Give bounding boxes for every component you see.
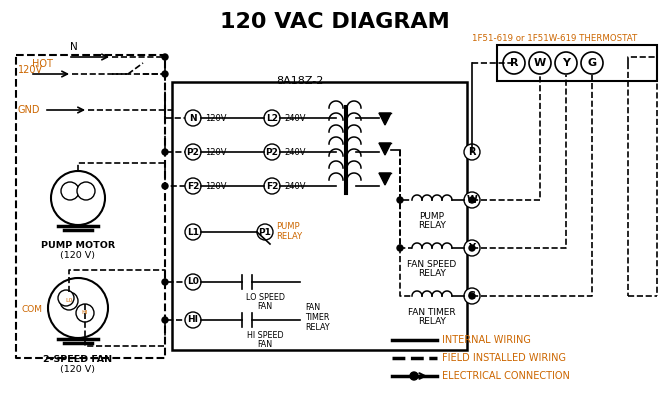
Circle shape [162,183,168,189]
Text: 2-SPEED FAN: 2-SPEED FAN [44,355,113,364]
Circle shape [185,274,201,290]
Circle shape [185,312,201,328]
Circle shape [397,245,403,251]
Circle shape [58,290,74,306]
Text: FAN: FAN [257,340,273,349]
Text: 120V: 120V [205,181,226,191]
Text: LO SPEED: LO SPEED [245,293,285,302]
Text: 120V: 120V [205,147,226,157]
Circle shape [185,144,201,160]
Text: RELAY: RELAY [276,232,302,241]
Circle shape [503,52,525,74]
Text: 240V: 240V [284,181,306,191]
Text: Y: Y [468,243,476,253]
Text: P2: P2 [265,147,279,157]
Text: PUMP: PUMP [419,212,444,221]
Text: N: N [70,42,78,52]
Text: RELAY: RELAY [305,323,330,333]
Polygon shape [379,173,391,185]
Circle shape [185,224,201,240]
Text: HI: HI [82,310,88,316]
Circle shape [469,197,475,203]
Text: PUMP: PUMP [276,222,299,230]
Text: (120 V): (120 V) [60,251,96,260]
Circle shape [464,288,480,304]
Text: FAN TIMER: FAN TIMER [408,308,456,317]
Circle shape [464,240,480,256]
Text: FAN: FAN [257,302,273,311]
Text: R: R [510,58,519,68]
Text: HOT: HOT [32,59,53,69]
Text: G: G [588,58,596,68]
Text: G: G [468,291,476,301]
Bar [497,45,657,81]
Circle shape [185,110,201,126]
Text: N: N [189,114,197,122]
Circle shape [397,197,403,203]
Circle shape [581,52,603,74]
Text: 120V: 120V [18,65,43,75]
Circle shape [257,224,273,240]
Circle shape [464,192,480,208]
Text: PUMP MOTOR: PUMP MOTOR [41,241,115,250]
Text: R: R [468,147,476,157]
Text: L0: L0 [65,298,72,303]
Circle shape [464,144,480,160]
Circle shape [162,317,168,323]
Text: P1: P1 [259,228,271,236]
Text: W: W [534,58,546,68]
Text: HI SPEED: HI SPEED [247,331,283,340]
Circle shape [60,292,78,310]
Text: RELAY: RELAY [418,269,446,278]
Text: COM: COM [22,305,43,315]
Circle shape [162,71,168,77]
Text: (120 V): (120 V) [60,365,96,374]
Circle shape [264,178,280,194]
Text: L1: L1 [187,228,199,236]
Text: FAN: FAN [305,303,320,313]
Text: 240V: 240V [284,147,306,157]
Circle shape [162,149,168,155]
Text: 8A18Z-2: 8A18Z-2 [276,76,323,86]
Circle shape [77,182,95,200]
Circle shape [529,52,551,74]
Circle shape [264,110,280,126]
Circle shape [185,178,201,194]
Circle shape [48,278,108,338]
Circle shape [469,245,475,251]
Text: FIELD INSTALLED WIRING: FIELD INSTALLED WIRING [442,353,566,363]
Circle shape [76,304,94,322]
Circle shape [162,54,168,60]
Text: 240V: 240V [284,114,306,122]
Text: RELAY: RELAY [418,317,446,326]
Text: RELAY: RELAY [418,221,446,230]
Text: Y: Y [562,58,570,68]
Text: INTERNAL WIRING: INTERNAL WIRING [442,335,531,345]
Polygon shape [379,143,391,155]
Text: F2: F2 [187,181,199,191]
Text: W: W [466,195,477,205]
Circle shape [51,171,105,225]
Text: GND: GND [18,105,40,115]
Text: F2: F2 [266,181,278,191]
Circle shape [61,182,79,200]
Text: HI: HI [188,316,198,324]
Circle shape [264,144,280,160]
Text: TIMER: TIMER [305,313,330,323]
Polygon shape [379,113,391,125]
Circle shape [469,293,475,299]
Text: 120 VAC DIAGRAM: 120 VAC DIAGRAM [220,12,450,32]
Text: P2: P2 [186,147,200,157]
Text: L2: L2 [266,114,278,122]
Circle shape [410,372,418,380]
Circle shape [162,279,168,285]
Text: 120V: 120V [205,114,226,122]
Circle shape [555,52,577,74]
Text: L0: L0 [187,277,199,287]
Text: FAN SPEED: FAN SPEED [407,260,457,269]
Bar [172,82,467,350]
Text: 1F51-619 or 1F51W-619 THERMOSTAT: 1F51-619 or 1F51W-619 THERMOSTAT [472,34,638,43]
Text: ELECTRICAL CONNECTION: ELECTRICAL CONNECTION [442,371,570,381]
